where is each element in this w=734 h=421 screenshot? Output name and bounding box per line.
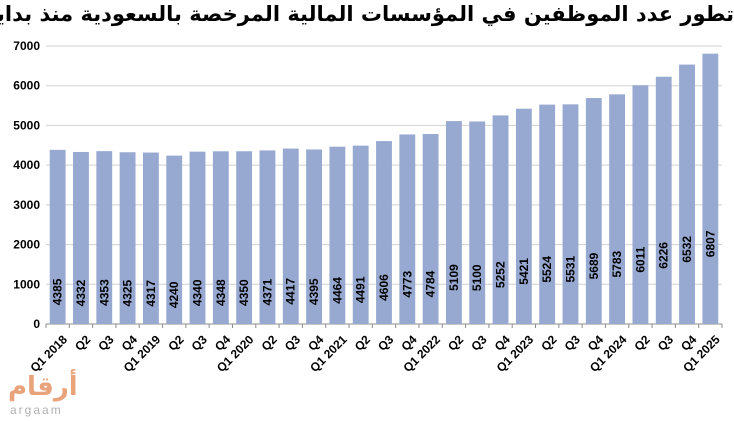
bar-data-label: 5783 — [610, 250, 624, 277]
bar-data-label: 4606 — [377, 274, 391, 301]
bar-data-label: 5252 — [494, 261, 508, 288]
bar-data-label: 5689 — [587, 252, 601, 279]
bar — [422, 134, 439, 324]
y-tick-label: 0 — [33, 317, 40, 331]
x-tick-label: Q3 — [562, 332, 583, 353]
x-tick-label: Q3 — [375, 332, 396, 353]
bar — [189, 151, 206, 324]
bar-data-label: 4464 — [330, 277, 344, 304]
bar-data-label: 4325 — [121, 279, 135, 306]
bar — [632, 85, 649, 324]
y-tick-label: 2000 — [13, 238, 40, 252]
bar-data-label: 4240 — [167, 281, 181, 308]
bar — [96, 151, 113, 324]
bar-data-label: 6807 — [703, 230, 717, 257]
bar — [119, 152, 136, 324]
bar-data-label: 4317 — [144, 280, 158, 307]
bar-data-label: 5100 — [470, 264, 484, 291]
y-tick-label: 4000 — [13, 158, 40, 172]
bar — [469, 121, 486, 324]
bar-data-label: 4371 — [260, 279, 274, 306]
bar — [539, 104, 556, 324]
bar-data-label: 5524 — [540, 256, 554, 283]
x-tick-label: Q2 — [538, 332, 559, 353]
bar — [446, 121, 462, 324]
bar-data-label: 4332 — [74, 279, 88, 306]
bar — [562, 104, 579, 324]
chart-title: تطور عدد الموظفين في المؤسسات المالية ال… — [0, 2, 734, 26]
bar — [166, 155, 183, 324]
bar-data-label: 4395 — [307, 278, 321, 305]
bar-data-label: 5531 — [563, 256, 577, 283]
bar — [73, 151, 89, 324]
logo-latin-text: argaam — [10, 403, 63, 417]
bar-data-label: 4784 — [424, 270, 438, 297]
y-tick-label: 6000 — [13, 79, 40, 93]
bar-data-label: 4385 — [51, 278, 65, 305]
logo-arabic-text: أرقام — [8, 372, 78, 402]
y-tick-label: 7000 — [13, 39, 40, 53]
bar-data-label: 6226 — [657, 242, 671, 269]
bar — [212, 151, 229, 324]
bar-data-label: 4491 — [354, 276, 368, 303]
x-tick-label: Q3 — [95, 332, 116, 353]
bar — [282, 148, 299, 324]
bar-data-label: 4340 — [191, 279, 205, 306]
bar — [306, 149, 322, 324]
bar — [492, 115, 509, 325]
bar-data-label: 5421 — [517, 258, 531, 285]
bar-data-label: 6011 — [633, 246, 647, 272]
bar — [679, 64, 695, 324]
bar — [49, 149, 66, 324]
bar — [399, 134, 416, 324]
x-tick-label: Q2 — [632, 332, 653, 353]
bar — [655, 76, 672, 324]
x-tick-label: Q2 — [259, 332, 280, 353]
bar-data-label: 5109 — [447, 264, 461, 291]
bar — [236, 151, 253, 324]
bar — [352, 145, 369, 324]
bar — [259, 150, 276, 324]
x-tick-label: Q1 2018 — [28, 332, 71, 375]
bar-data-label: 4350 — [237, 279, 251, 306]
x-tick-label: Q3 — [655, 332, 676, 353]
bar-data-label: 6532 — [680, 236, 694, 263]
argaam-logo: أرقام argaam — [4, 372, 82, 418]
x-tick-label: Q2 — [72, 332, 93, 353]
bar — [142, 152, 159, 324]
x-tick-label: Q2 — [445, 332, 466, 353]
y-tick-label: 5000 — [13, 118, 40, 132]
bar — [585, 98, 602, 324]
bar — [329, 146, 346, 324]
y-tick-label: 1000 — [13, 277, 40, 291]
bar — [515, 108, 532, 324]
bar-data-label: 4353 — [97, 279, 111, 306]
bar — [609, 94, 626, 325]
bar-data-label: 4417 — [284, 278, 298, 305]
x-tick-label: Q3 — [282, 332, 303, 353]
bar-data-label: 4773 — [400, 271, 414, 298]
x-tick-label: Q2 — [165, 332, 186, 353]
bar-data-label: 4348 — [214, 279, 228, 306]
x-tick-label: Q3 — [189, 332, 210, 353]
x-tick-label: Q3 — [468, 332, 489, 353]
bar — [376, 141, 392, 324]
x-tick-label: Q2 — [352, 332, 373, 353]
bar — [702, 53, 719, 324]
y-tick-label: 3000 — [13, 198, 40, 212]
